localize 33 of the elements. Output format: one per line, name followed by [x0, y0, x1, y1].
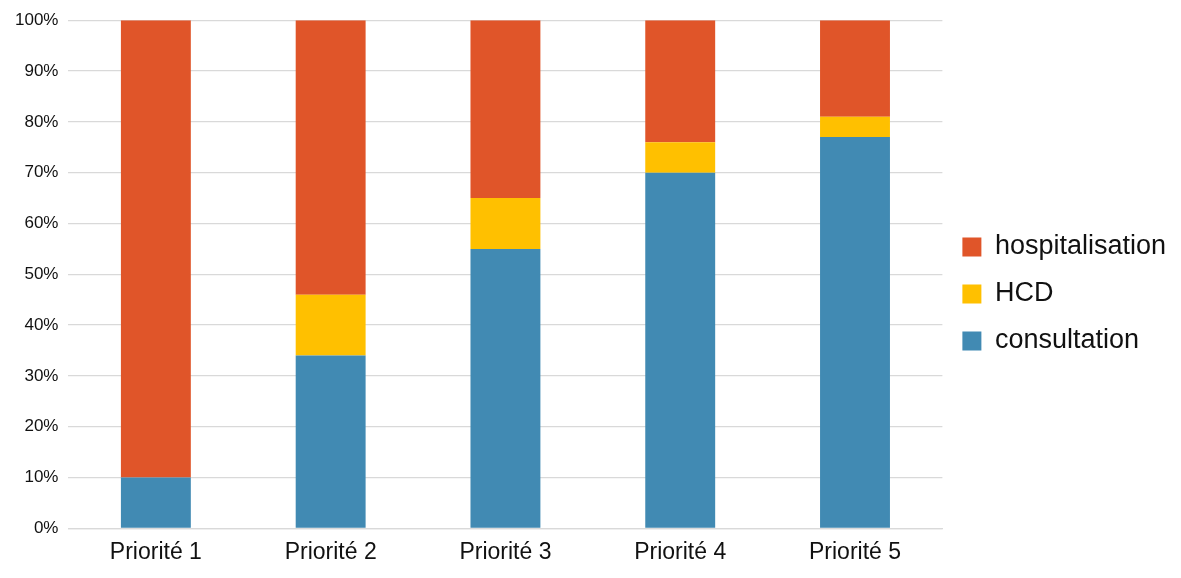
bar [295, 20, 366, 295]
bar [820, 20, 890, 117]
bar [820, 137, 890, 528]
y-tick-label: 30% [24, 365, 59, 385]
y-tick-label: 90% [24, 60, 59, 80]
bar [470, 20, 541, 199]
x-tick-label: Priorité 1 [109, 537, 202, 564]
bar [295, 294, 366, 356]
bar [120, 20, 191, 478]
x-tick-label: Priorité 2 [284, 537, 377, 564]
bar [470, 198, 541, 249]
y-tick-label: 0% [33, 518, 59, 538]
y-tick-label: 100% [15, 9, 59, 29]
x-tick-label: Priorité 4 [634, 537, 727, 564]
bar [295, 355, 366, 528]
y-tick-label: 10% [24, 467, 59, 487]
legend-label: consultation [994, 324, 1139, 355]
y-tick-label: 40% [24, 314, 59, 334]
x-tick-label: Priorité 3 [459, 537, 552, 564]
bar [820, 116, 890, 138]
bar [120, 477, 191, 528]
bar [645, 172, 716, 528]
y-tick-label: 70% [24, 162, 59, 182]
y-tick-label: 50% [24, 263, 59, 283]
legend-label: hospitalisation [994, 230, 1167, 261]
bar [645, 20, 716, 143]
legend-label: HCD [994, 277, 1054, 308]
y-tick-label: 20% [24, 416, 59, 436]
bar [645, 142, 716, 173]
x-tick-label: Priorité 5 [808, 537, 902, 564]
y-tick-label: 60% [24, 213, 59, 233]
bar [470, 248, 541, 528]
y-tick-label: 80% [24, 111, 59, 131]
